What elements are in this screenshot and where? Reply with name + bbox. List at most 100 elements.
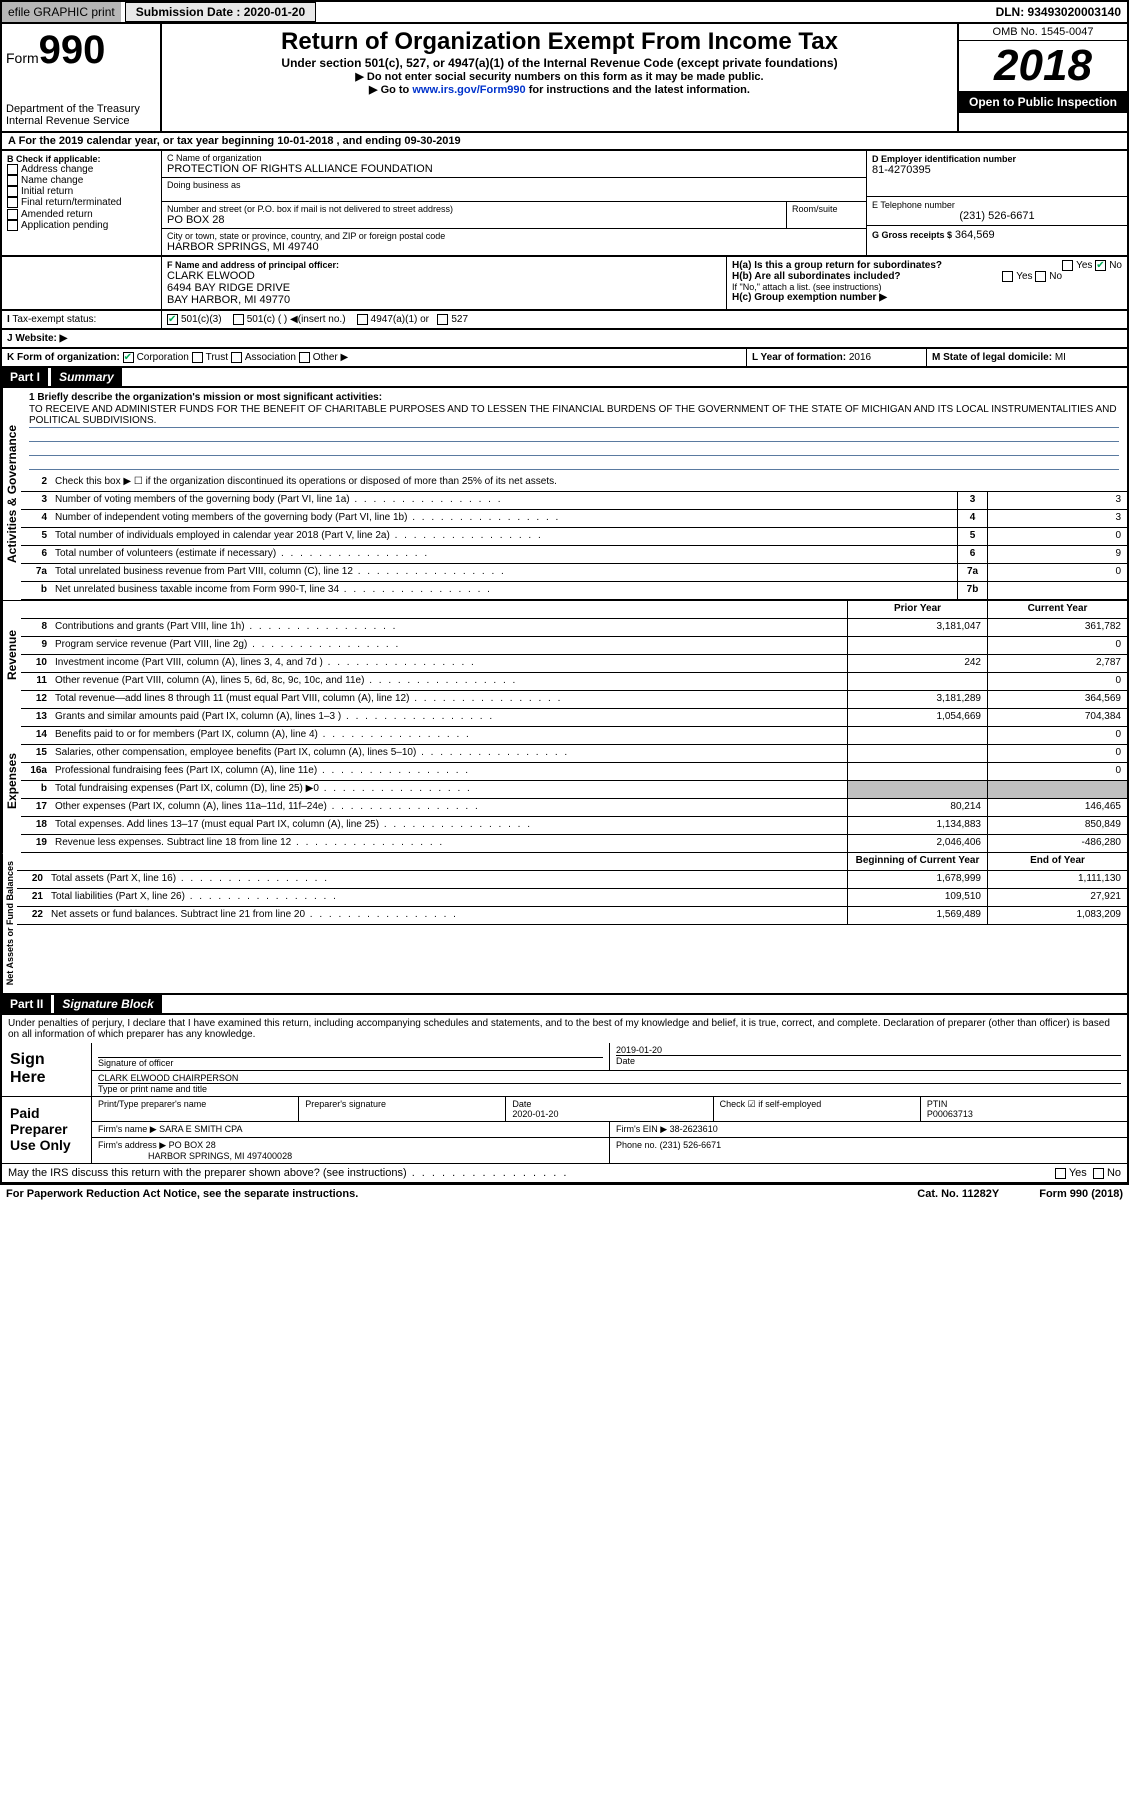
form-header: Form990 Department of the Treasury Inter… — [0, 24, 1129, 133]
phone-value: (231) 526-6671 — [872, 210, 1122, 222]
chk-final-return[interactable]: Final return/terminated — [7, 197, 156, 208]
phone-label: E Telephone number — [872, 200, 1122, 210]
chk-initial-return[interactable]: Initial return — [7, 186, 156, 197]
website-label: Website: ▶ — [15, 333, 67, 344]
form-subtitle: Under section 501(c), 527, or 4947(a)(1)… — [166, 56, 953, 70]
prep-date: 2020-01-20 — [512, 1109, 558, 1119]
penalty-text: Under penalties of perjury, I declare th… — [0, 1015, 1129, 1043]
chk-address-change[interactable]: Address change — [7, 164, 156, 175]
officer-addr2: BAY HARBOR, MI 49770 — [167, 294, 721, 306]
submission-btn[interactable]: Submission Date : 2020-01-20 — [125, 2, 316, 22]
org-city: HARBOR SPRINGS, MI 49740 — [167, 241, 861, 253]
open-public: Open to Public Inspection — [959, 91, 1127, 113]
year-formation-label: L Year of formation: — [752, 352, 846, 363]
officer-addr1: 6494 BAY RIDGE DRIVE — [167, 282, 721, 294]
side-revenue: Revenue — [2, 601, 21, 709]
discuss-no[interactable] — [1093, 1168, 1104, 1179]
org-name-label: C Name of organization — [167, 153, 861, 163]
table-row: 17Other expenses (Part IX, column (A), l… — [21, 799, 1127, 817]
group-return-ha: H(a) Is this a group return for subordin… — [732, 260, 1122, 271]
domicile-label: M State of legal domicile: — [932, 352, 1052, 363]
chk-amended[interactable]: Amended return — [7, 209, 156, 220]
officer-name: CLARK ELWOOD — [167, 270, 721, 282]
dba-label: Doing business as — [167, 180, 861, 190]
table-row: 15Salaries, other compensation, employee… — [21, 745, 1127, 763]
prep-name-label: Print/Type preparer's name — [92, 1097, 299, 1121]
table-row: 10Investment income (Part VIII, column (… — [21, 655, 1127, 673]
chk-assoc[interactable] — [231, 352, 242, 363]
chk-501c[interactable] — [233, 314, 244, 325]
hdr-prior: Prior Year — [847, 601, 987, 618]
table-row: 13Grants and similar amounts paid (Part … — [21, 709, 1127, 727]
form-org-label: K Form of organization: — [7, 352, 120, 363]
hb-note: If "No," attach a list. (see instruction… — [732, 282, 1122, 292]
prep-phone: (231) 526-6671 — [660, 1140, 722, 1150]
table-row: 8Contributions and grants (Part VIII, li… — [21, 619, 1127, 637]
dln: DLN: 93493020003140 — [990, 2, 1127, 22]
chk-trust[interactable] — [192, 352, 203, 363]
self-employed: Check ☑ if self-employed — [714, 1097, 921, 1121]
chk-app-pending[interactable]: Application pending — [7, 220, 156, 231]
table-row: 12Total revenue—add lines 8 through 11 (… — [21, 691, 1127, 709]
table-row: 5Total number of individuals employed in… — [21, 528, 1127, 546]
part1: Part I Summary — [0, 368, 1129, 388]
chk-4947[interactable] — [357, 314, 368, 325]
part2: Part II Signature Block — [0, 995, 1129, 1015]
domicile: MI — [1055, 352, 1066, 363]
part2-title: Signature Block — [54, 995, 161, 1013]
tax-period: A For the 2019 calendar year, or tax yea… — [0, 133, 1129, 151]
form-org-block: K Form of organization: Corporation Trus… — [0, 349, 1129, 368]
activities-section: Activities & Governance 1 Briefly descri… — [0, 388, 1129, 601]
year-formation: 2016 — [849, 352, 871, 363]
form990-link[interactable]: www.irs.gov/Form990 — [412, 84, 525, 96]
page-footer: For Paperwork Reduction Act Notice, see … — [0, 1184, 1129, 1203]
tax-exempt-label: Tax-exempt status: — [12, 314, 96, 325]
hdr-beg: Beginning of Current Year — [847, 853, 987, 870]
netassets-section: Net Assets or Fund Balances Beginning of… — [0, 853, 1129, 995]
form-number: Form990 — [6, 28, 156, 73]
chk-501c3[interactable] — [167, 314, 178, 325]
firm-addr2: HARBOR SPRINGS, MI 497400028 — [148, 1151, 292, 1161]
box-b-label: B Check if applicable: — [7, 154, 156, 164]
table-row: 22Net assets or fund balances. Subtract … — [17, 907, 1127, 925]
table-row: 4Number of independent voting members of… — [21, 510, 1127, 528]
officer-label: F Name and address of principal officer: — [167, 260, 721, 270]
table-row: bNet unrelated business taxable income f… — [21, 582, 1127, 600]
discuss-yes[interactable] — [1055, 1168, 1066, 1179]
mission-label: 1 Briefly describe the organization's mi… — [29, 392, 1119, 403]
table-row: bTotal fundraising expenses (Part IX, co… — [21, 781, 1127, 799]
firm-addr1: PO BOX 28 — [169, 1140, 216, 1150]
table-row: 11Other revenue (Part VIII, column (A), … — [21, 673, 1127, 691]
table-row: 7aTotal unrelated business revenue from … — [21, 564, 1127, 582]
part1-hdr: Part I — [2, 368, 48, 386]
side-activities: Activities & Governance — [2, 388, 21, 600]
chk-other[interactable] — [299, 352, 310, 363]
top-bar: efile GRAPHIC print Submission Date : 20… — [0, 0, 1129, 24]
hdr-end: End of Year — [987, 853, 1127, 870]
dept-treasury: Department of the Treasury Internal Reve… — [6, 103, 156, 127]
table-row: 18Total expenses. Add lines 13–17 (must … — [21, 817, 1127, 835]
footer-mid: Cat. No. 11282Y — [917, 1188, 999, 1200]
org-name: PROTECTION OF RIGHTS ALLIANCE FOUNDATION — [167, 163, 861, 175]
city-label: City or town, state or province, country… — [167, 231, 861, 241]
org-address: PO BOX 28 — [167, 214, 781, 226]
discuss-label: May the IRS discuss this return with the… — [8, 1167, 568, 1179]
org-info-block: B Check if applicable: Address change Na… — [0, 151, 1129, 257]
chk-527[interactable] — [437, 314, 448, 325]
chk-corp[interactable] — [123, 352, 134, 363]
paid-preparer: Paid Preparer Use Only — [2, 1097, 92, 1163]
mission-text: TO RECEIVE AND ADMINISTER FUNDS FOR THE … — [29, 403, 1119, 428]
table-row: 20Total assets (Part X, line 16)1,678,99… — [17, 871, 1127, 889]
exempt-status-block: I Tax-exempt status: 501(c)(3) 501(c) ( … — [0, 311, 1129, 330]
chk-name-change[interactable]: Name change — [7, 175, 156, 186]
table-row: 3Number of voting members of the governi… — [21, 492, 1127, 510]
part2-hdr: Part II — [2, 995, 51, 1013]
sign-here: Sign Here — [2, 1043, 92, 1096]
table-row: 21Total liabilities (Part X, line 26)109… — [17, 889, 1127, 907]
gross-label: G Gross receipts $ — [872, 230, 952, 240]
side-net: Net Assets or Fund Balances — [2, 853, 17, 993]
table-row: 6Total number of volunteers (estimate if… — [21, 546, 1127, 564]
form-instr1: ▶ Do not enter social security numbers o… — [166, 70, 953, 83]
sig-officer-label: Signature of officer — [98, 1057, 603, 1068]
website-block: J Website: ▶ — [0, 330, 1129, 349]
